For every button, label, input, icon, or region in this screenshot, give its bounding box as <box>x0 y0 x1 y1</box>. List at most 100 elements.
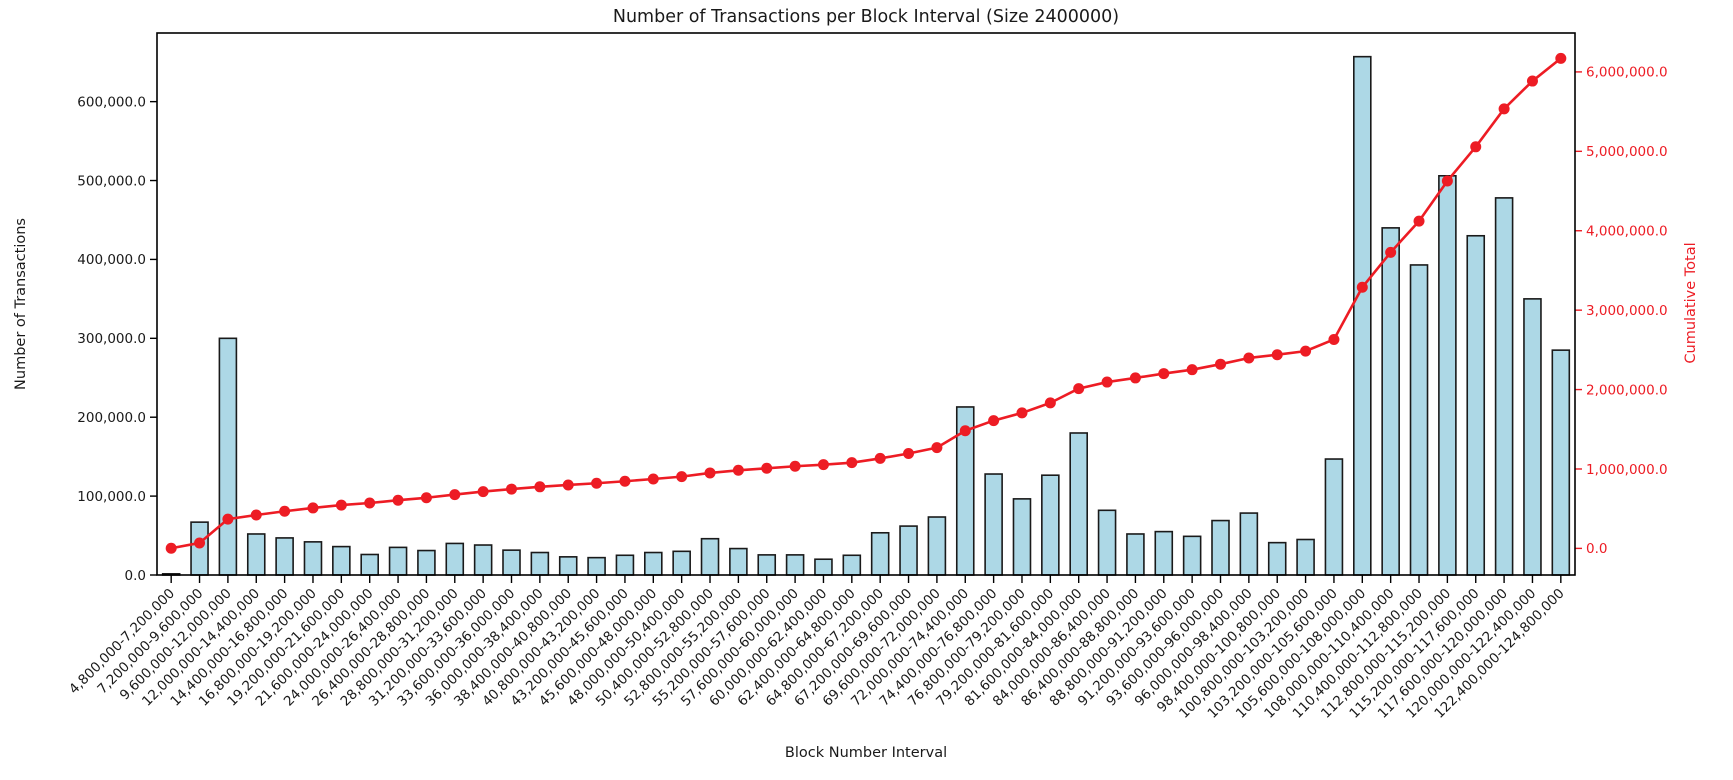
cumulative-marker <box>1328 333 1340 345</box>
bar <box>332 545 351 576</box>
cumulative-marker <box>307 502 319 514</box>
cumulative-marker <box>1498 103 1510 115</box>
bar <box>1324 458 1344 576</box>
bar <box>587 556 606 576</box>
bar <box>1381 227 1400 576</box>
bar <box>360 553 380 576</box>
cumulative-marker <box>562 479 574 491</box>
bar <box>1551 349 1571 576</box>
bar <box>1041 474 1060 576</box>
bar <box>700 537 720 576</box>
right-tick-label: 0.0 <box>1586 541 1607 557</box>
left-tick-label: 100,000.0 <box>77 489 146 505</box>
bar <box>558 556 578 576</box>
right-tick-label: 1,000,000.0 <box>1586 462 1668 478</box>
cumulative-marker <box>959 425 971 437</box>
left-tick-label: 600,000.0 <box>77 94 146 110</box>
cumulative-marker <box>1271 349 1283 361</box>
y-axis-title-right: Cumulative Total <box>1683 242 1699 363</box>
bar <box>1182 535 1202 576</box>
bar <box>1239 512 1259 576</box>
cumulative-marker <box>817 459 829 471</box>
cumulative-marker <box>222 513 234 525</box>
cumulative-marker <box>1016 407 1028 419</box>
cumulative-marker <box>506 483 517 495</box>
cumulative-marker <box>874 452 886 464</box>
bar <box>615 554 635 576</box>
cumulative-marker <box>1044 397 1056 409</box>
bar <box>672 550 691 576</box>
cumulative-marker <box>1300 345 1312 357</box>
bar <box>1438 175 1457 576</box>
left-tick-label: 500,000.0 <box>77 173 146 189</box>
left-tick-label: 300,000.0 <box>77 331 146 347</box>
bar <box>417 549 436 576</box>
cumulative-marker <box>1470 141 1482 153</box>
x-axis-title: Block Number Interval <box>785 745 947 761</box>
bar <box>388 546 408 576</box>
bar <box>757 554 777 576</box>
bar <box>275 537 294 576</box>
bar <box>643 551 663 576</box>
right-tick-label: 3,000,000.0 <box>1586 303 1668 319</box>
cumulative-marker <box>1555 52 1567 64</box>
cumulative-line-series <box>165 52 1567 554</box>
cumulative-marker <box>165 542 177 554</box>
cumulative-marker <box>846 457 858 469</box>
cumulative-marker <box>534 481 546 493</box>
cumulative-marker <box>647 473 659 485</box>
bar <box>1296 538 1315 576</box>
bar <box>842 554 862 576</box>
bar <box>814 558 833 576</box>
cumulative-marker <box>194 537 206 549</box>
left-tick-label: 200,000.0 <box>77 410 146 426</box>
cumulative-marker <box>676 471 688 483</box>
chart-title: Number of Transactions per Block Interva… <box>613 7 1119 27</box>
bar <box>927 516 947 576</box>
cumulative-marker <box>1129 372 1141 384</box>
cumulative-marker <box>591 477 603 489</box>
cumulative-marker <box>1101 376 1113 388</box>
right-tick-label: 5,000,000.0 <box>1586 144 1668 160</box>
plot-border <box>156 32 1576 576</box>
cumulative-marker <box>903 448 915 459</box>
cumulative-marker <box>1215 358 1226 370</box>
cumulative-marker <box>931 442 943 454</box>
bar <box>1353 55 1372 576</box>
cumulative-marker <box>335 499 347 511</box>
right-tick-label: 4,000,000.0 <box>1586 224 1668 240</box>
bar <box>984 473 1003 576</box>
bar <box>218 337 238 576</box>
cumulative-marker <box>789 460 801 472</box>
right-tick-label: 6,000,000.0 <box>1586 65 1668 81</box>
bar <box>899 525 918 576</box>
right-axis-ticks: 0.0 1,000,000.0 2,000,000.0 3,000,000.0 4,00… <box>1575 65 1668 557</box>
bar <box>870 531 890 576</box>
cumulative-marker <box>1158 368 1170 380</box>
cumulative-marker <box>732 464 744 476</box>
bar <box>1267 541 1287 576</box>
bar <box>190 521 209 576</box>
bar <box>303 541 323 576</box>
left-tick-label: 0.0 <box>125 568 146 584</box>
cumulative-marker <box>988 415 1000 427</box>
cumulative-marker <box>1356 281 1368 293</box>
bar <box>1126 533 1145 576</box>
left-tick-label: 400,000.0 <box>77 252 146 268</box>
cumulative-marker <box>1441 175 1453 187</box>
bar <box>729 547 748 576</box>
x-axis-ticks: 4,800,000-7,200,0007,200,000-9,600,0009,… <box>66 575 1568 722</box>
cumulative-marker <box>449 489 461 501</box>
bar <box>785 554 805 576</box>
cumulative-marker <box>1526 75 1538 87</box>
left-axis-ticks: 0.0 100,000.0 200,000.0 300,000.0 400,000.0 5… <box>77 94 157 584</box>
bar <box>1466 234 1486 576</box>
y-axis-title-left: Number of Transactions <box>13 218 29 390</box>
cumulative-marker <box>364 497 376 509</box>
bar <box>1097 509 1117 576</box>
cumulative-marker <box>1243 352 1255 364</box>
cumulative-marker <box>420 492 432 504</box>
bar <box>1494 197 1514 576</box>
cumulative-marker <box>1385 246 1397 258</box>
